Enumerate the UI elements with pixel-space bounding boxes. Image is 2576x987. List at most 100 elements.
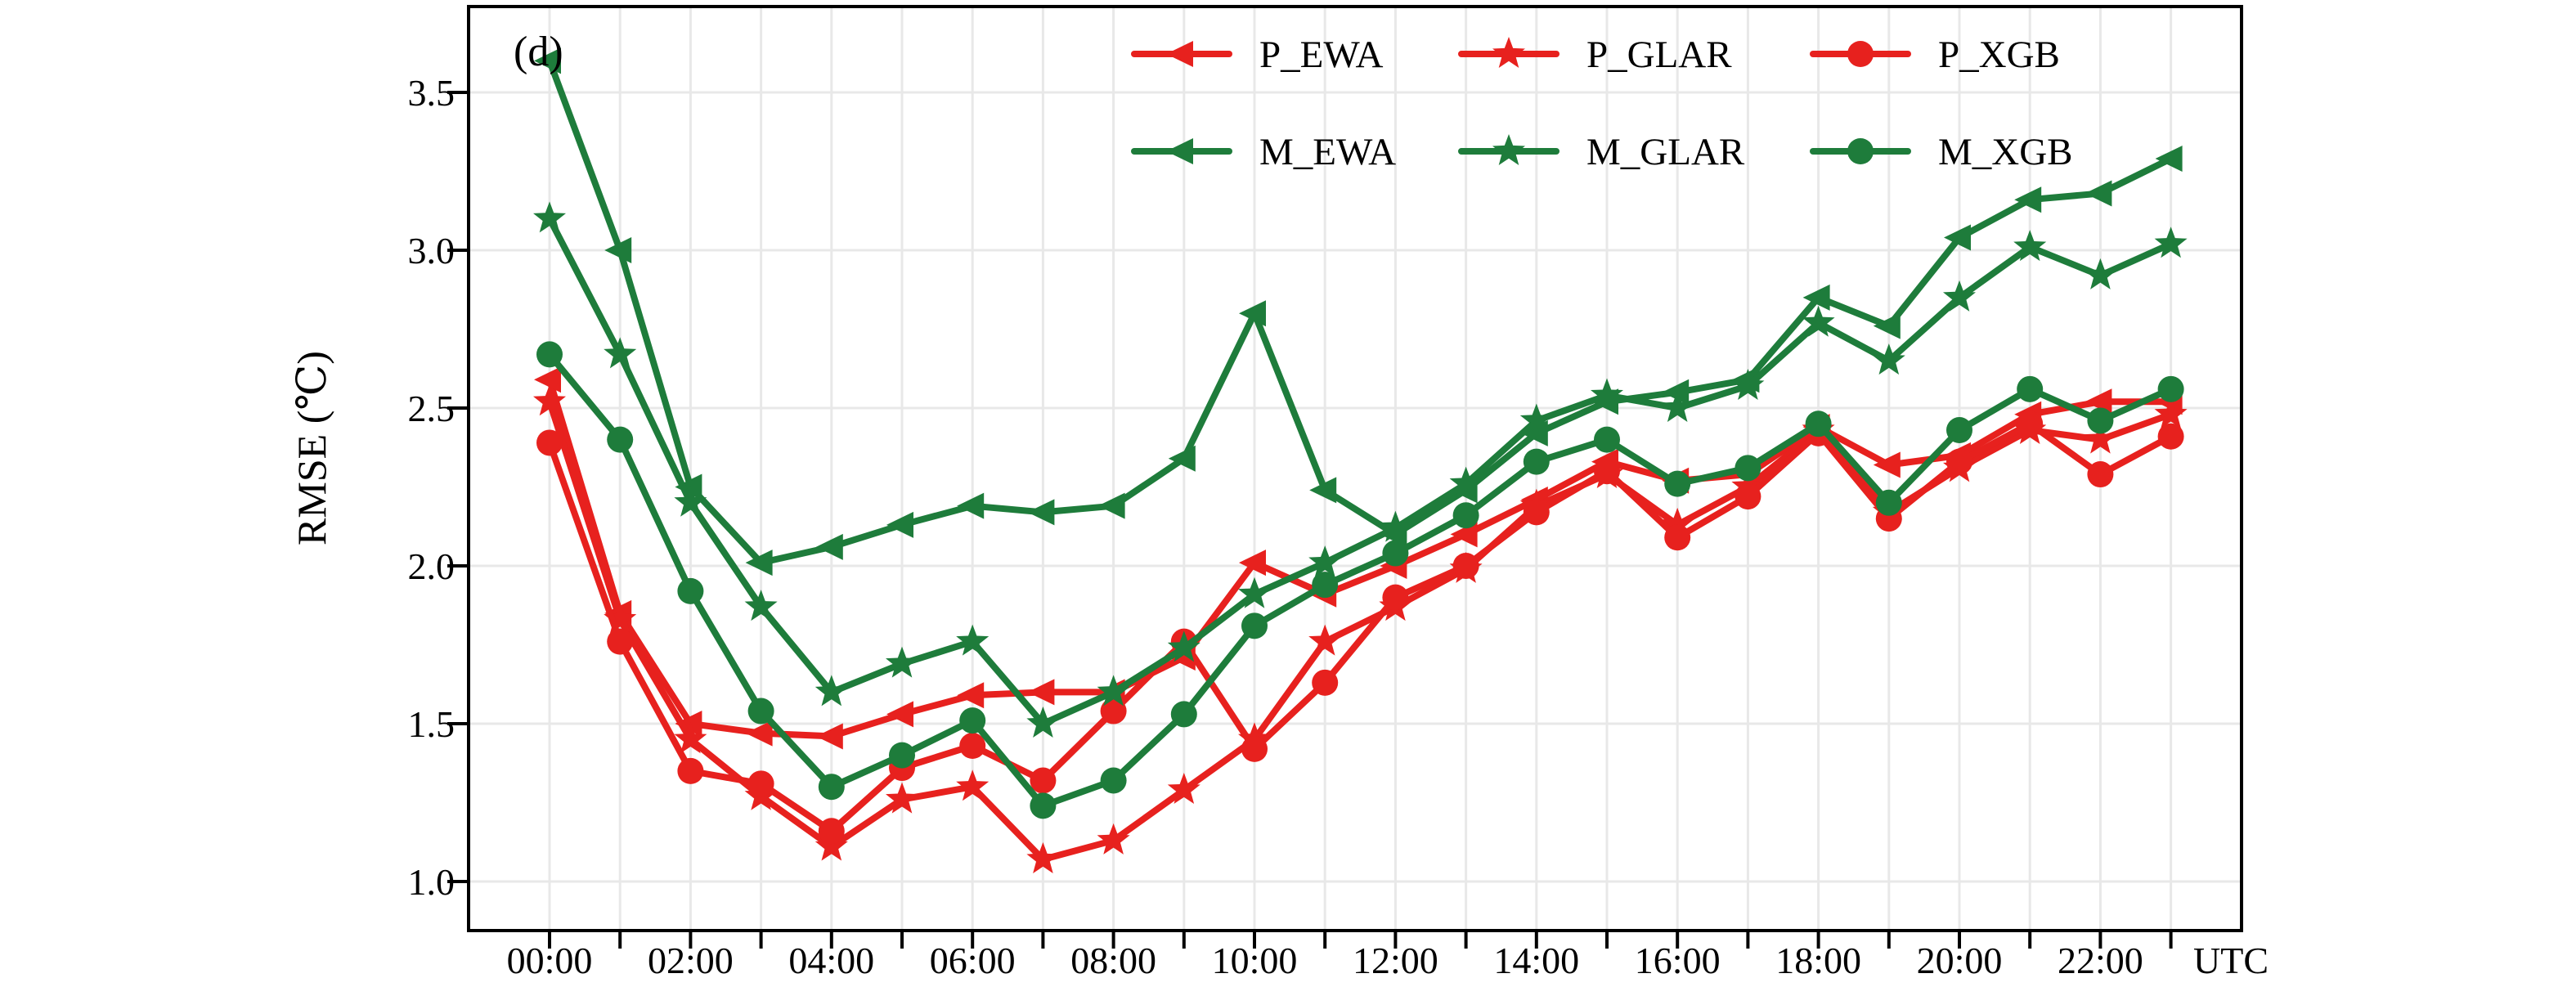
series-P_GLAR-marker xyxy=(1167,773,1200,805)
series-P_GLAR-marker xyxy=(674,722,707,754)
series-M_XGB-marker xyxy=(1875,489,1902,516)
series-P_XGB xyxy=(536,411,2184,845)
series-P_EWA-marker xyxy=(1450,521,1478,548)
series-P_GLAR-marker xyxy=(2084,422,2117,454)
series-M_GLAR-marker xyxy=(1308,545,1342,577)
legend: P_EWA P_GLAR P_XGB M_EWA M_GLAR M_XGB xyxy=(1131,34,2073,173)
legend-label-P_GLAR: P_GLAR xyxy=(1586,34,1732,76)
series-M_XGB-marker xyxy=(1523,448,1550,475)
x-tick-label: 00:00 xyxy=(507,940,593,981)
series-M_GLAR-marker xyxy=(533,201,566,233)
legend-label-M_GLAR: M_GLAR xyxy=(1586,131,1745,173)
series-P_XGB-marker xyxy=(1946,448,1972,475)
series-M_GLAR-marker xyxy=(1731,368,1765,400)
series-P_XGB-marker xyxy=(1664,524,1691,551)
figure-label: (d) xyxy=(514,29,563,75)
series-P_GLAR-marker xyxy=(956,769,990,801)
series-M_GLAR-marker xyxy=(2154,227,2188,258)
series-M_GLAR-marker xyxy=(1379,510,1412,542)
series-P_GLAR-marker xyxy=(1661,507,1694,539)
series-P_EWA-marker xyxy=(1239,550,1266,576)
series-P_GLAR-line xyxy=(546,398,2174,863)
series-M_XGB xyxy=(536,341,2184,819)
x-tick-label: 16:00 xyxy=(1635,940,1721,981)
series-P_EWA-marker xyxy=(815,723,843,750)
series-M_GLAR-marker xyxy=(744,590,778,621)
series-M_GLAR-marker xyxy=(1661,391,1694,422)
series-M_GLAR-marker xyxy=(1943,280,1976,312)
legend-item-P_XGB: P_XGB xyxy=(1810,34,2060,76)
series-P_XGB-marker xyxy=(2087,461,2114,488)
legend-marker-M_GLAR xyxy=(1492,134,1525,165)
series-P_XGB-marker xyxy=(818,818,845,845)
series-M_EWA-marker xyxy=(1239,300,1266,327)
series-M_GLAR-marker xyxy=(674,485,707,517)
series-M_GLAR xyxy=(533,201,2188,738)
series-M_EWA-line xyxy=(546,57,2174,567)
series-P_XGB-marker xyxy=(2157,423,2184,450)
series-M_XGB-marker xyxy=(1664,470,1691,497)
series-P_EWA-marker xyxy=(675,711,702,737)
legend-marker-M_XGB xyxy=(1847,138,1874,164)
series-M_XGB-marker xyxy=(1805,411,1832,437)
series-M_GLAR-marker xyxy=(1591,378,1623,410)
x-tick-label: 14:00 xyxy=(1493,940,1579,981)
legend-label-M_XGB: M_XGB xyxy=(1938,131,2073,173)
series-P_XGB-marker xyxy=(536,429,563,456)
series-M_GLAR-marker xyxy=(2013,230,2047,262)
series-M_XGB-marker xyxy=(1382,540,1409,567)
series-M_EWA-marker xyxy=(1168,445,1196,472)
series-M_EWA-marker xyxy=(1873,312,1901,339)
series-M_EWA-marker xyxy=(1944,224,1971,251)
series-P_XGB-marker xyxy=(1594,458,1620,485)
y-axis-title: RMSE (℃) xyxy=(289,351,334,545)
series-M_EWA-marker xyxy=(1662,379,1690,406)
series-M_XGB-marker xyxy=(1170,701,1197,728)
series-P_XGB-marker xyxy=(1382,584,1409,611)
series-P_EWA-marker xyxy=(2085,388,2112,415)
series-P_EWA-marker xyxy=(886,701,913,728)
series-P_EWA-marker xyxy=(745,720,773,747)
y-tick-label: 1.5 xyxy=(408,703,456,745)
series-M_EWA-marker xyxy=(1802,284,1830,311)
series-M_EWA-marker xyxy=(957,492,985,519)
series-M_EWA-marker xyxy=(675,473,702,500)
axis-labels: 00:00 02:00 04:00 06:00 08:00 10:00 12:00 14:00… xyxy=(289,29,2269,981)
axis-ticks xyxy=(447,91,2173,949)
x-tick-label: 08:00 xyxy=(1070,940,1156,981)
series-M_GLAR-marker xyxy=(815,675,848,707)
series-M_XGB-marker xyxy=(1946,417,1972,444)
series-M_XGB-marker xyxy=(1452,502,1479,529)
legend-marker-P_GLAR xyxy=(1492,37,1525,68)
legend-item-M_XGB: M_XGB xyxy=(1810,131,2073,173)
series-M_XGB-marker xyxy=(607,426,634,453)
series-M_GLAR-marker xyxy=(1097,675,1130,707)
series-M_GLAR-line xyxy=(546,215,2174,727)
series-M_EWA xyxy=(534,47,2183,576)
series-M_XGB-marker xyxy=(1594,426,1620,453)
legend-label-P_XGB: P_XGB xyxy=(1938,34,2060,76)
series-M_XGB-marker xyxy=(889,742,915,769)
series-P_GLAR-marker xyxy=(1097,823,1130,855)
x-axis-unit-label: UTC xyxy=(2193,940,2269,981)
series-M_EWA-marker xyxy=(2085,180,2112,207)
series-M_EWA-marker xyxy=(1027,499,1055,526)
series-M_EWA-marker xyxy=(815,533,843,560)
series-M_EWA-marker xyxy=(2014,186,2042,213)
series-P_EWA-marker xyxy=(957,682,985,709)
plot-border xyxy=(467,5,2243,932)
y-tick-label: 2.5 xyxy=(408,388,456,429)
series-P_XGB-marker xyxy=(1312,669,1339,696)
series-M_EWA-marker xyxy=(534,47,561,74)
series-M_EWA-marker xyxy=(1309,477,1337,504)
legend-item-M_GLAR: M_GLAR xyxy=(1458,131,1745,173)
series-P_XGB-marker xyxy=(607,628,634,655)
legend-item-P_EWA: P_EWA xyxy=(1131,34,1384,76)
y-tick-label: 3.5 xyxy=(408,72,456,114)
legend-item-P_GLAR: P_GLAR xyxy=(1458,34,1732,76)
series-P_XGB-marker xyxy=(2017,411,2044,437)
series-M_XGB-marker xyxy=(1735,455,1761,482)
series-P_XGB-marker xyxy=(959,733,986,760)
series-P_XGB-marker xyxy=(1030,767,1057,794)
